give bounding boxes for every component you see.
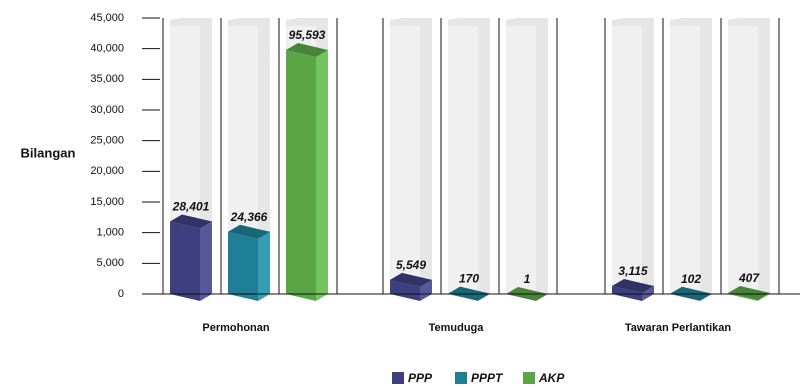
bar-side xyxy=(700,293,712,301)
y-tick-label: 0 xyxy=(118,288,124,300)
legend-swatch xyxy=(455,372,467,384)
bar-top xyxy=(612,279,654,294)
value-label: 24,366 xyxy=(230,210,268,224)
y-tick-label: 20,000 xyxy=(90,165,124,177)
bar-side xyxy=(478,293,490,301)
column-bg-front xyxy=(670,26,700,294)
column-bg-front xyxy=(448,26,478,294)
column-bg-front xyxy=(390,26,420,294)
bar-side xyxy=(420,279,432,301)
legend-label: AKP xyxy=(538,371,565,385)
value-label: 1 xyxy=(524,272,531,286)
legend-swatch xyxy=(523,372,535,384)
column-bg-front xyxy=(506,26,536,294)
y-tick-label: 25,000 xyxy=(90,135,124,147)
bar-side xyxy=(258,231,270,301)
x-tick-label: Temuduga xyxy=(429,322,485,334)
value-label: 170 xyxy=(459,272,479,286)
value-label: 3,115 xyxy=(618,264,647,278)
bar-top xyxy=(390,272,432,287)
bar-top xyxy=(286,43,328,57)
bar-side xyxy=(200,221,212,301)
legend-swatch xyxy=(392,372,404,384)
bar xyxy=(670,293,700,301)
bar xyxy=(506,293,536,301)
bar xyxy=(728,292,758,301)
column-bg-front xyxy=(612,26,642,294)
y-tick-label: 15,000 xyxy=(90,196,124,208)
bar xyxy=(228,231,258,301)
y-tick-label: 35,000 xyxy=(90,73,124,85)
bar-top xyxy=(228,224,270,239)
x-tick-label: Tawaran Perlantikan xyxy=(625,322,731,334)
bar-side xyxy=(316,50,328,301)
value-label: 5,549 xyxy=(396,258,426,272)
bar xyxy=(390,279,420,301)
y-tick-label: 40,000 xyxy=(90,43,124,55)
legend-label: PPP xyxy=(408,371,433,385)
value-label: 28,401 xyxy=(172,200,210,214)
y-tick-label: 1,000 xyxy=(96,227,124,239)
bar-side xyxy=(536,293,548,301)
y-tick-label: 30,000 xyxy=(90,104,124,116)
y-tick-label: 45,000 xyxy=(90,12,124,24)
bar xyxy=(286,50,316,301)
bar-side xyxy=(758,292,770,301)
y-axis-label: Bilangan xyxy=(21,145,76,160)
bar xyxy=(448,293,478,301)
column-bg-front xyxy=(728,26,758,294)
value-label: 407 xyxy=(738,271,760,285)
bar xyxy=(170,221,200,301)
x-tick-label: Permohonan xyxy=(202,322,270,334)
bar-top xyxy=(728,285,770,300)
bar-top xyxy=(170,214,212,229)
value-label: 95,593 xyxy=(289,28,326,42)
y-tick-label: 5,000 xyxy=(96,257,124,269)
legend-label: PPPT xyxy=(471,371,504,385)
value-label: 102 xyxy=(681,272,701,286)
